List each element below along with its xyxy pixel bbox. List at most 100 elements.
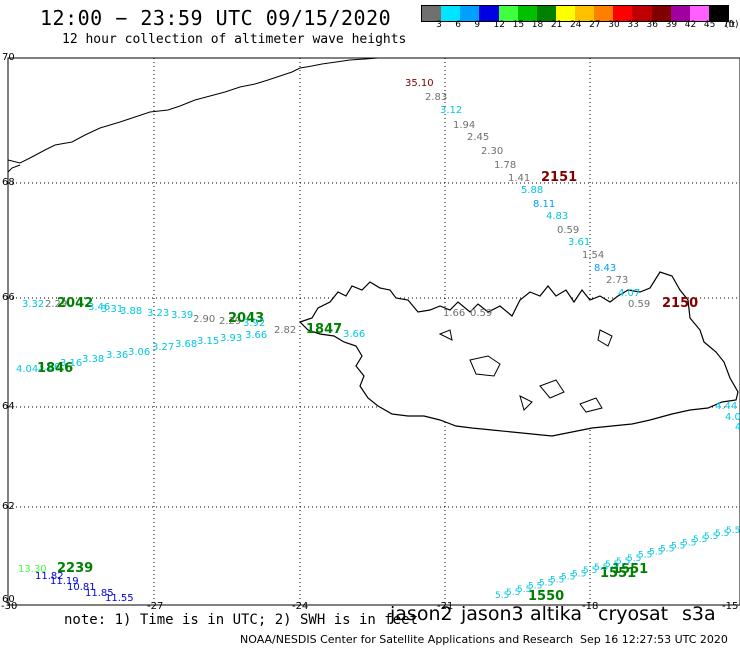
dense-track-mark: 5.5 xyxy=(605,560,619,570)
legend-swatch-10 xyxy=(613,6,633,21)
track-a-label: 0.59 xyxy=(557,225,579,236)
track-a-label: 8.11 xyxy=(533,199,555,210)
legend-tick-label: 30 xyxy=(608,20,620,30)
track-c-label: 3.38 xyxy=(82,354,104,365)
track-e-label: 1551 xyxy=(600,566,636,581)
legend-swatch-13 xyxy=(670,6,690,21)
legend-swatch-2 xyxy=(460,6,480,21)
iceland-inland-details xyxy=(438,329,613,413)
track-d-label: 11.85 xyxy=(85,588,114,599)
dense-track-mark: 5.5 xyxy=(616,557,630,567)
legend-swatch-6 xyxy=(536,6,556,21)
track-a-label: 8.43 xyxy=(594,263,616,274)
track-c-label: 3.66 xyxy=(38,362,60,373)
map-subtitle: 12 hour collection of altimeter wave hei… xyxy=(62,32,407,47)
lat-label-70: 70 xyxy=(2,52,15,63)
track-a-label: 0.59 xyxy=(628,299,650,310)
dense-track-mark: 5.5 xyxy=(495,591,509,601)
dense-track-mark: 5.5 xyxy=(517,585,531,595)
track-a-label: 4.83 xyxy=(546,211,568,222)
satellite-jason3: jason3 xyxy=(461,603,524,625)
track-c-label: 3.06 xyxy=(128,347,150,358)
legend-tick-label: 36 xyxy=(646,20,658,30)
legend-swatch-15 xyxy=(708,6,728,21)
dense-track-mark: 5.5 xyxy=(638,551,652,561)
track-b-label: 2043 xyxy=(228,311,264,326)
track-a-label: 2.83 xyxy=(425,92,447,103)
dense-track-mark: 5.5 xyxy=(704,532,718,542)
lon-label-21: -21 xyxy=(437,601,454,612)
track-d-label: 2239 xyxy=(57,561,93,576)
track-a-label: 2.45 xyxy=(467,132,489,143)
legend-tick-label: 18 xyxy=(531,20,544,30)
lat-label-60: 60 xyxy=(2,594,15,605)
lon-label-18: -18 xyxy=(582,601,599,612)
dense-track-mark: 5.5 xyxy=(583,566,597,576)
legend-swatch-9 xyxy=(594,6,614,21)
track-c-label: 3.15 xyxy=(197,336,219,347)
track-e-label: 4 xyxy=(735,422,740,433)
track-c-label: 3.66 xyxy=(245,330,267,341)
track-e-label: 1551 xyxy=(612,562,648,577)
track-b-label: 3.92 xyxy=(243,318,265,329)
dense-track-mark: 5.5 xyxy=(506,588,520,598)
footer-timestamp: Sep 16 12:27:53 UTC 2020 xyxy=(580,633,728,646)
track-b-label: 3.46 xyxy=(88,302,110,313)
track-c-label: 3.36 xyxy=(106,350,128,361)
lon-label-27: -27 xyxy=(147,601,164,612)
track-a-label: 1.54 xyxy=(582,250,604,261)
track-b-label: 3.23 xyxy=(147,308,169,319)
legend-swatch-12 xyxy=(651,6,671,21)
greenland-coastline xyxy=(7,57,379,173)
track-c-label: 3.93 xyxy=(220,333,242,344)
track-b-label: 2042 xyxy=(57,296,93,311)
satellite-cryosat: cryosat xyxy=(598,603,669,625)
dense-track-mark: 5.5 xyxy=(682,538,696,548)
dense-track-mark: 5.5 xyxy=(660,545,674,555)
dense-track-mark: 5.5 xyxy=(726,526,740,536)
legend-unit: (ft) xyxy=(725,20,739,30)
iceland-landmass xyxy=(298,271,739,437)
track-e-label: 1550 xyxy=(528,589,564,604)
track-b-label: 0.59 xyxy=(470,308,492,319)
legend-tick-label: 24 xyxy=(570,20,582,30)
map-title: 12:00 − 23:59 UTC 09/15/2020 xyxy=(40,6,392,30)
track-d-label: 11.82 xyxy=(35,571,64,582)
satellite-s3a: s3a xyxy=(682,603,716,625)
dense-track-mark: 5.5 xyxy=(528,582,542,592)
dense-track-mark: 5.5 xyxy=(561,572,575,582)
track-a-label: 35.10 xyxy=(405,78,434,89)
legend-tick-label: 21 xyxy=(550,20,563,30)
dense-track-mark: 5.5 xyxy=(539,579,553,589)
track-a-label: 2.30 xyxy=(481,146,503,157)
legend-swatch-8 xyxy=(575,6,595,21)
legend-tick-label: 70 xyxy=(723,20,735,30)
track-c-label: 3.16 xyxy=(60,358,82,369)
dense-track-mark: 5.5 xyxy=(693,535,707,545)
legend-swatch-3 xyxy=(479,6,499,21)
track-a-label: 5.88 xyxy=(521,185,543,196)
track-b-label: 2.29 xyxy=(219,316,241,327)
track-e-label: 4.44 xyxy=(715,401,737,412)
legend-tick-label: 15 xyxy=(512,20,525,30)
track-a-label: 2151 xyxy=(541,170,577,185)
satellite-altika: altika xyxy=(530,603,582,625)
track-d-label: 13.30 xyxy=(18,564,47,575)
track-b-label: 1.66 xyxy=(443,308,465,319)
track-b-label: 3.32 xyxy=(22,299,44,310)
legend-tick-label: 3 xyxy=(436,20,442,30)
track-b-label: 2.29 xyxy=(45,299,67,310)
track-c-label: 3.68 xyxy=(175,339,197,350)
footer-note: note: 1) Time is in UTC; 2) SWH is in fe… xyxy=(64,612,419,628)
lon-label-24: -24 xyxy=(292,601,309,612)
dense-track-mark: 5.5 xyxy=(550,576,564,586)
dense-track-mark: 5.5 xyxy=(594,563,608,573)
altimeter-tracks: 35.10 2.83 3.12 1.942.45 2.30 1.78 1.41 21515.8… xyxy=(16,78,740,604)
track-a-label: 1.41 xyxy=(508,173,530,184)
track-d-label: 11.19 xyxy=(50,576,79,587)
dense-track-mark: 5.5 xyxy=(572,569,586,579)
legend-swatch-11 xyxy=(632,6,652,21)
legend-swatch-4 xyxy=(498,6,518,21)
lat-label-62: 62 xyxy=(2,501,15,512)
